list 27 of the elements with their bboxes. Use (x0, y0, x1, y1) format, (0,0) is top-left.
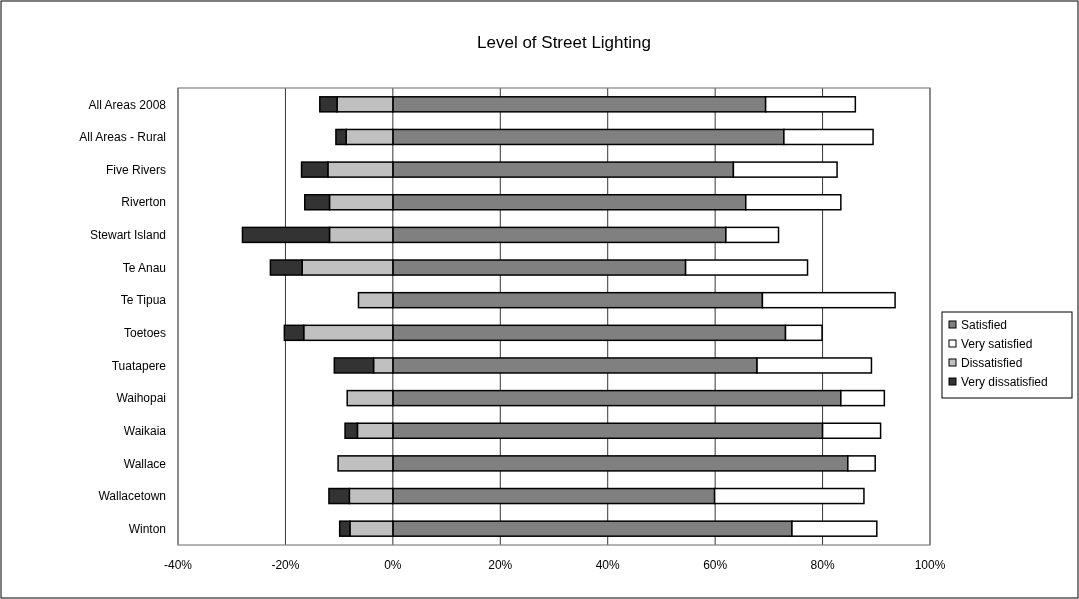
x-tick-label: -20% (271, 558, 300, 572)
legend-label: Dissatisfied (961, 356, 1023, 371)
y-tick-label: Te Anau (122, 260, 166, 275)
y-tick-label: Waihopai (116, 391, 166, 406)
x-tick-label: 0% (384, 558, 402, 572)
y-tick-label: Wallacetown (98, 489, 166, 504)
x-tick-label: 20% (488, 558, 513, 572)
x-tick-label: -40% (163, 558, 193, 572)
y-tick-label: Five Rivers (105, 162, 166, 177)
y-tick-label: All Areas 2008 (88, 97, 167, 112)
y-tick-label: Riverton (121, 195, 166, 210)
y-tick-label: Wallace (123, 456, 167, 471)
x-tick-label: 100% (914, 558, 946, 572)
y-tick-label: Toetoes (123, 326, 166, 341)
x-tick-label: 40% (595, 558, 621, 572)
x-tick-label: 80% (810, 558, 835, 572)
chart-title: Level of Street Lighting (477, 33, 651, 52)
y-tick-label: Waikaia (123, 423, 167, 438)
legend-label: Very dissatisfied (961, 375, 1048, 390)
y-tick-label: All Areas - Rural (79, 130, 166, 145)
y-tick-label: Tuatapere (111, 358, 167, 373)
y-tick-label: Te Tipua (120, 293, 167, 308)
x-tick-label: 60% (703, 558, 728, 572)
y-tick-label: Winton (128, 521, 166, 536)
legend-label: Very satisfied (961, 337, 1033, 352)
legend-label: Satisfied (961, 318, 1008, 333)
y-tick-label: Stewart Island (89, 228, 166, 243)
